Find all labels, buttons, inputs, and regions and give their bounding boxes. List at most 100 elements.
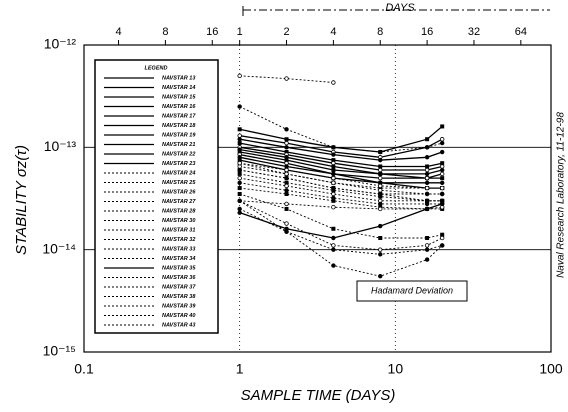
- x2-tick-label: 32: [468, 26, 480, 38]
- point: [237, 104, 242, 109]
- legend-label: NAVSTAR 28: [162, 208, 196, 214]
- lines: [237, 73, 445, 279]
- legend-label: NAVSTAR 37: [162, 284, 196, 290]
- point: [424, 257, 430, 262]
- legend-label: NAVSTAR 26: [162, 189, 196, 195]
- point: [440, 176, 445, 181]
- x2-tick-label: 8: [162, 26, 168, 38]
- point: [424, 171, 430, 177]
- x-tick-label: 100: [539, 361, 563, 377]
- point: [424, 191, 430, 197]
- series-line: [239, 138, 443, 161]
- point: [237, 175, 242, 181]
- point: [424, 185, 430, 191]
- point: [378, 164, 383, 169]
- point: [424, 155, 430, 160]
- series-line: [239, 106, 443, 153]
- point: [378, 252, 383, 257]
- point: [439, 171, 445, 177]
- point: [331, 263, 336, 268]
- point: [284, 164, 289, 169]
- point: [284, 127, 289, 132]
- legend-label: NAVSTAR 38: [162, 294, 196, 300]
- point: [378, 247, 383, 252]
- point: [378, 206, 383, 212]
- legend-label: NAVSTAR 19: [162, 132, 196, 138]
- series-line: [239, 169, 443, 202]
- point: [237, 160, 242, 166]
- point: [284, 76, 289, 81]
- point: [284, 188, 289, 193]
- point: [284, 150, 289, 155]
- point: [424, 175, 430, 181]
- point: [331, 198, 336, 203]
- point: [284, 206, 289, 211]
- point: [331, 235, 336, 241]
- series-line: [239, 208, 443, 255]
- point: [331, 152, 336, 157]
- y-axis-label: STABILITY σz(τ): [13, 145, 30, 255]
- series-line: [239, 200, 443, 251]
- point: [378, 180, 383, 185]
- series-line: [239, 193, 443, 239]
- series-line: [239, 146, 443, 171]
- x2-tick-label: 4: [330, 26, 336, 38]
- annotation: Naval Research Laboratory, 11-12-98: [556, 112, 567, 278]
- point: [284, 140, 289, 146]
- point: [237, 158, 242, 163]
- point: [237, 206, 242, 212]
- x2-tick-label: 1: [237, 26, 243, 38]
- x-tick-label: 10: [388, 361, 404, 377]
- annotation: Hadamard Deviation: [371, 285, 453, 295]
- point: [378, 223, 383, 229]
- point: [439, 235, 445, 241]
- x2-tick-label: 64: [515, 26, 527, 38]
- point: [439, 164, 445, 169]
- point: [378, 201, 383, 207]
- point: [237, 73, 242, 79]
- series-line: [239, 162, 443, 189]
- series-line: [239, 169, 443, 195]
- legend-label: NAVSTAR 18: [162, 123, 196, 129]
- point: [378, 167, 383, 173]
- point: [425, 137, 430, 142]
- point: [439, 180, 445, 186]
- point: [284, 229, 289, 234]
- series-line: [239, 151, 443, 179]
- point: [284, 171, 289, 177]
- legend-label: NAVSTAR 15: [162, 94, 196, 100]
- series-line: [239, 203, 443, 239]
- x2-tick-label: 4: [115, 26, 121, 38]
- point: [424, 167, 430, 173]
- point: [378, 194, 383, 199]
- x2-axis-label: DAYS: [385, 2, 415, 14]
- series-line: [239, 135, 443, 158]
- point: [424, 180, 430, 186]
- point: [440, 124, 445, 129]
- point: [439, 140, 445, 146]
- legend-label: NAVSTAR 34: [162, 256, 195, 262]
- point: [331, 180, 336, 186]
- point: [284, 176, 289, 181]
- legend-label: NAVSTAR 40: [162, 313, 195, 319]
- legend-label: NAVSTAR 13: [162, 75, 195, 81]
- point: [284, 180, 289, 185]
- y-tick-label: 10⁻¹³: [44, 138, 77, 154]
- point: [237, 133, 242, 138]
- point: [440, 198, 445, 203]
- point: [331, 171, 336, 177]
- point: [284, 137, 289, 142]
- legend-label: NAVSTAR 43: [162, 322, 195, 328]
- point: [331, 145, 336, 150]
- y-tick-label: 10⁻¹²: [44, 36, 77, 52]
- legend-label: NAVSTAR 31: [162, 227, 195, 233]
- legend-title: LEGEND: [145, 65, 168, 71]
- point: [237, 180, 242, 186]
- legend-label: NAVSTAR 32: [162, 237, 195, 243]
- point: [378, 274, 383, 279]
- point: [425, 236, 430, 241]
- point: [378, 236, 383, 241]
- point: [378, 183, 383, 189]
- series-line: [239, 142, 443, 168]
